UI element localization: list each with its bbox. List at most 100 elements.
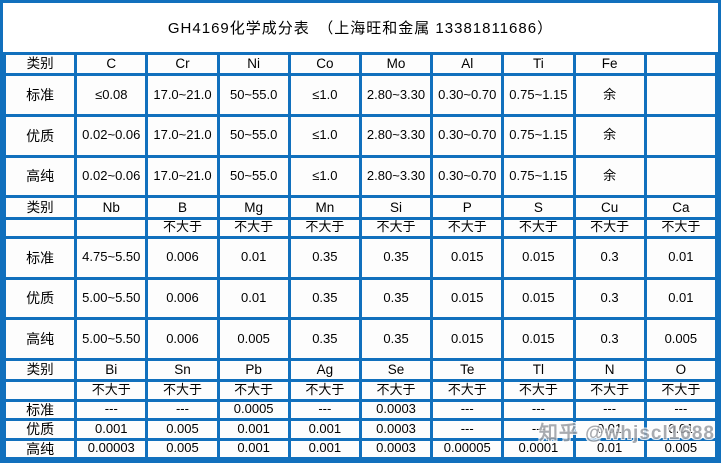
table-row: 高纯 0.02~0.06 17.0~21.0 50~55.0 ≤1.0 2.80… bbox=[2, 154, 719, 199]
cell: 0.006 bbox=[145, 236, 220, 280]
col-header bbox=[643, 51, 719, 77]
col-header: Pb bbox=[216, 358, 291, 383]
cell: 0.015 bbox=[430, 276, 505, 321]
col-header: Nb bbox=[74, 195, 149, 220]
cell: --- bbox=[145, 398, 220, 422]
col-header: Cr bbox=[145, 51, 220, 77]
cell: 0.001 bbox=[287, 437, 362, 460]
table-row: 优质 5.00~5.50 0.006 0.01 0.35 0.35 0.015 … bbox=[2, 276, 719, 321]
cell: 不大于 bbox=[145, 379, 220, 402]
cell: 0.35 bbox=[358, 276, 434, 321]
col-header: Bi bbox=[74, 358, 149, 383]
row-label: 高纯 bbox=[2, 154, 78, 199]
cell: 不大于 bbox=[643, 379, 719, 402]
page-title: GH4169化学成分表 （上海旺和金属 13381811686） bbox=[3, 3, 718, 52]
table-row: 标准 --- --- 0.0005 --- 0.0003 --- --- ---… bbox=[2, 398, 719, 422]
cell: 0.015 bbox=[430, 236, 505, 280]
cell: 17.0~21.0 bbox=[145, 73, 220, 118]
col-header: Tl bbox=[501, 358, 576, 383]
cell: 0.015 bbox=[501, 317, 576, 362]
cell: 0.35 bbox=[287, 236, 362, 280]
table-row: 优质 0.02~0.06 17.0~21.0 50~55.0 ≤1.0 2.80… bbox=[2, 114, 719, 158]
col-header: S bbox=[501, 195, 576, 220]
cell: 0.005 bbox=[643, 317, 719, 362]
cell: 0.006 bbox=[145, 317, 220, 362]
cell: 不大于 bbox=[501, 216, 576, 240]
cell: 不大于 bbox=[430, 216, 505, 240]
cell: --- bbox=[287, 398, 362, 422]
cell: 5.00~5.50 bbox=[74, 276, 149, 321]
cell: 0.75~1.15 bbox=[501, 73, 576, 118]
cell: 不大于 bbox=[74, 379, 149, 402]
table-header-row: 类别 Bi Sn Pb Ag Se Te Tl N O bbox=[2, 358, 719, 383]
cell: 0.35 bbox=[358, 317, 434, 362]
cell: 不大于 bbox=[358, 216, 434, 240]
row-label: 标准 bbox=[2, 73, 78, 118]
cell: 0.015 bbox=[430, 317, 505, 362]
limit-row: 不大于 不大于 不大于 不大于 不大于 不大于 不大于 不大于 不大于 bbox=[2, 379, 719, 402]
col-header: Ca bbox=[643, 195, 719, 220]
col-header: Al bbox=[430, 51, 505, 77]
row-label: 高纯 bbox=[2, 437, 78, 460]
cell: 不大于 bbox=[501, 379, 576, 402]
cell bbox=[643, 154, 719, 199]
table-row: 标准 4.75~5.50 0.006 0.01 0.35 0.35 0.015 … bbox=[2, 236, 719, 280]
table-row: 高纯 0.00003 0.005 0.001 0.001 0.0003 0.00… bbox=[2, 437, 719, 460]
cell: 0.0003 bbox=[358, 398, 434, 422]
cell: 0.01 bbox=[643, 236, 719, 280]
cell: 50~55.0 bbox=[216, 154, 291, 199]
cell: 50~55.0 bbox=[216, 114, 291, 158]
table-header-row: 类别 Nb B Mg Mn Si P S Cu Ca bbox=[2, 195, 719, 220]
limit-row: 不大于 不大于 不大于 不大于 不大于 不大于 不大于 不大于 bbox=[2, 216, 719, 240]
col-header: Mg bbox=[216, 195, 291, 220]
cell: 0.0003 bbox=[358, 437, 434, 460]
col-header: Si bbox=[358, 195, 434, 220]
cell: 2.80~3.30 bbox=[358, 114, 434, 158]
cell: 不大于 bbox=[287, 379, 362, 402]
cell: 0.015 bbox=[501, 276, 576, 321]
cell: 0.01 bbox=[572, 437, 647, 460]
cell: 2.80~3.30 bbox=[358, 154, 434, 199]
cell bbox=[74, 216, 149, 240]
cell: 0.01 bbox=[643, 418, 719, 441]
col-header: P bbox=[430, 195, 505, 220]
cell: 0.005 bbox=[216, 317, 291, 362]
cell: 不大于 bbox=[358, 379, 434, 402]
cell: 0.3 bbox=[572, 317, 647, 362]
cell: --- bbox=[74, 398, 149, 422]
cell: 0.006 bbox=[145, 276, 220, 321]
col-header: Se bbox=[358, 358, 434, 383]
cell: 余 bbox=[572, 114, 647, 158]
cell: 不大于 bbox=[572, 216, 647, 240]
cell: 0.005 bbox=[643, 437, 719, 460]
cell: --- bbox=[501, 398, 576, 422]
cell: --- bbox=[430, 418, 505, 441]
cell: 0.30~0.70 bbox=[430, 154, 505, 199]
col-header: Fe bbox=[572, 51, 647, 77]
row-label: 优质 bbox=[2, 418, 78, 441]
cell: 不大于 bbox=[572, 379, 647, 402]
cell: 0.3 bbox=[572, 236, 647, 280]
cell: 0.3 bbox=[572, 276, 647, 321]
col-header: 类别 bbox=[2, 51, 78, 77]
row-label: 标准 bbox=[2, 398, 78, 422]
col-header: Sn bbox=[145, 358, 220, 383]
cell: 0.001 bbox=[216, 437, 291, 460]
col-header: Ni bbox=[216, 51, 291, 77]
composition-table: 类别 C Cr Ni Co Mo Al Ti Fe 标准 ≤0.08 17.0~… bbox=[2, 51, 719, 460]
cell: 0.02~0.06 bbox=[74, 114, 149, 158]
col-header: Co bbox=[287, 51, 362, 77]
cell: ≤1.0 bbox=[287, 154, 362, 199]
cell: 17.0~21.0 bbox=[145, 114, 220, 158]
cell: 0.005 bbox=[145, 418, 220, 441]
row-label: 高纯 bbox=[2, 317, 78, 362]
col-header: 类别 bbox=[2, 195, 78, 220]
cell: 5.00~5.50 bbox=[74, 317, 149, 362]
col-header: Cu bbox=[572, 195, 647, 220]
cell: 0.001 bbox=[216, 418, 291, 441]
cell: 50~55.0 bbox=[216, 73, 291, 118]
cell: 不大于 bbox=[216, 216, 291, 240]
cell: ≤0.08 bbox=[74, 73, 149, 118]
table-row: 优质 0.001 0.005 0.001 0.001 0.0003 --- --… bbox=[2, 418, 719, 441]
cell: 17.0~21.0 bbox=[145, 154, 220, 199]
